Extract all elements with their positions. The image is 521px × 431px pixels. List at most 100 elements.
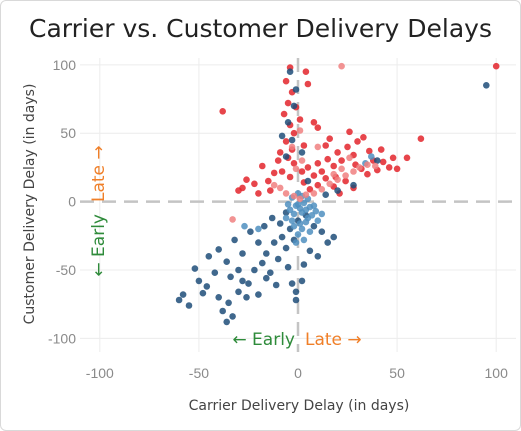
data-point [270,181,278,189]
data-point [239,250,246,257]
data-point [330,162,338,170]
data-point [310,190,318,197]
data-point [296,127,304,134]
data-point [235,288,242,296]
data-point [346,128,353,136]
data-point [203,283,211,290]
data-point [368,153,375,160]
data-point [251,266,258,274]
data-point [322,142,330,149]
data-point [263,274,270,282]
data-point [241,222,248,230]
data-point [185,302,193,309]
data-point [235,187,242,194]
x-early-label: ← Early [232,330,295,350]
data-point [286,206,294,214]
data-point [282,153,290,160]
data-point [284,263,292,271]
data-point [294,231,302,238]
data-point [296,195,304,203]
data-point [302,68,310,75]
data-point [292,239,300,246]
data-point [227,273,234,281]
data-point [326,180,334,188]
data-point [314,252,322,260]
data-point [286,173,294,181]
x-axis-title: Carrier Delivery Delay (in days) [189,398,410,414]
data-point [263,250,270,257]
y-tick-label: -50 [56,262,76,278]
data-point [274,255,282,263]
x-tick-labels: -100 -50 0 50 100 [86,365,508,381]
data-point [274,157,282,164]
data-point [304,80,312,88]
data-point [492,62,500,70]
data-point [286,68,294,75]
y-tick-label: 0 [68,194,76,210]
data-point [298,149,306,156]
data-point [270,169,278,177]
data-point [292,165,300,173]
data-point [223,318,230,326]
data-point [330,233,338,241]
data-point [219,108,226,115]
data-point [290,129,298,137]
data-point [338,157,345,164]
x-tick-label: 100 [485,365,509,381]
data-point [175,296,183,304]
y-axis-title: Customer Delivery Delay (in days) [22,84,38,325]
data-point [292,296,300,304]
data-point [300,261,308,268]
data-point [284,201,292,208]
data-point [290,102,298,110]
data-point [292,202,300,209]
x-tick-label: 0 [294,365,302,381]
data-point [300,199,308,207]
data-point [354,138,361,145]
data-point [259,259,266,267]
data-point [314,124,322,131]
data-point [282,77,290,85]
data-point [310,222,318,230]
y-tick-label: 50 [60,125,76,141]
data-point [346,154,353,162]
data-point [179,291,187,298]
data-point [306,186,314,193]
data-point [342,172,349,179]
data-point [211,269,219,277]
y-early-label: ← Early [89,214,109,277]
data-point [290,210,298,218]
data-point [270,239,278,246]
data-point [205,252,213,260]
data-point [322,175,330,182]
data-point [255,190,262,197]
data-point [255,225,262,233]
data-point [290,222,298,230]
data-point [282,214,290,222]
data-point [324,155,332,163]
data-point [292,288,300,296]
data-point [255,291,262,298]
data-point [318,168,326,175]
data-point [296,116,304,123]
data-point [276,184,284,192]
data-point [215,294,222,301]
data-point [282,244,290,252]
data-point [288,217,296,224]
data-point [278,132,286,140]
data-point [280,110,288,118]
data-point [284,119,292,126]
data-point [239,277,246,285]
data-point [267,187,274,194]
data-point [306,247,314,255]
data-point [191,265,199,272]
data-point [229,216,236,223]
data-point [318,186,326,193]
data-point [223,258,230,266]
data-point [272,281,280,289]
data-point [268,214,276,222]
data-point [276,220,284,227]
data-point [366,147,373,155]
data-point [298,157,306,164]
data-point [302,191,310,198]
